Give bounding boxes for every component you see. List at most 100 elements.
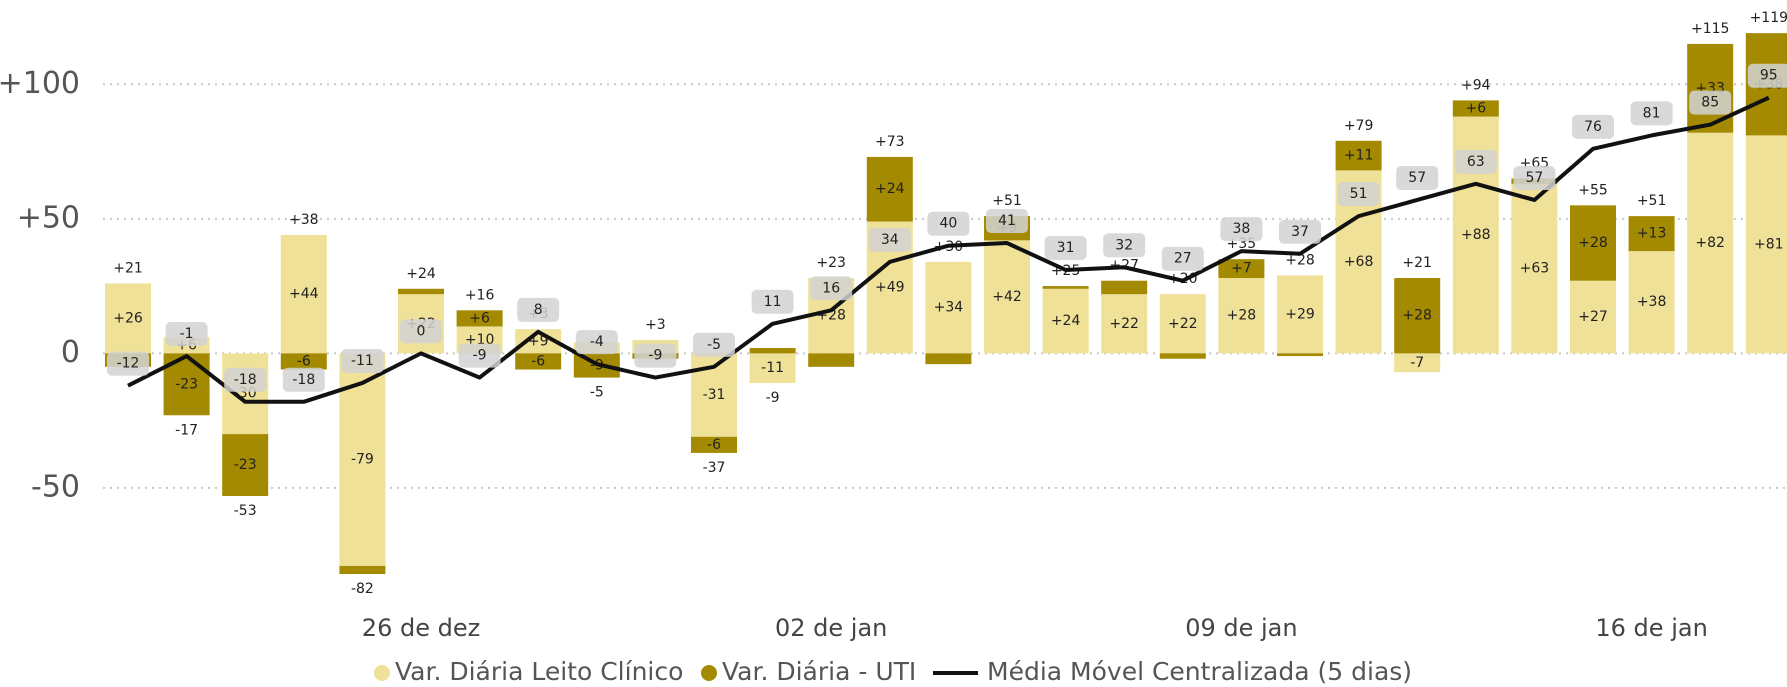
segment-label: -11 <box>761 360 784 376</box>
average-label-box <box>634 343 677 368</box>
segment-label: +11 <box>1344 148 1374 164</box>
average-label: 38 <box>1232 221 1250 237</box>
legend-label: Var. Diária Leito Clínico <box>395 657 683 686</box>
average-label-box <box>1279 219 1321 244</box>
total-label: +119 <box>1750 10 1787 26</box>
segment-label: +38 <box>1637 294 1667 310</box>
segment-label: +82 <box>1695 235 1725 251</box>
legend-dot <box>701 665 717 681</box>
average-label: -18 <box>292 372 315 388</box>
segment-label: -6 <box>531 353 545 369</box>
bar-segment <box>1511 183 1558 354</box>
average-label-box <box>107 351 149 376</box>
average-label-box <box>1454 149 1497 174</box>
average-label: 63 <box>1467 154 1485 170</box>
average-label-box <box>165 322 208 347</box>
bar-segment <box>515 353 562 370</box>
segment-label: +28 <box>1578 235 1608 251</box>
total-label: -5 <box>590 385 604 401</box>
total-label: +73 <box>875 134 905 150</box>
average-label: -18 <box>234 372 257 388</box>
average-label-box <box>341 348 384 373</box>
bar-segment <box>456 310 503 327</box>
bar-segment <box>1628 251 1675 354</box>
bar-segment <box>1218 259 1265 279</box>
bar-segment <box>1394 278 1441 354</box>
bar-segment <box>1042 288 1089 354</box>
segment-label: -6 <box>707 437 721 453</box>
total-label: +51 <box>1637 193 1667 209</box>
total-label: -53 <box>234 503 257 519</box>
bar-segment <box>1159 294 1206 354</box>
segment-label: -23 <box>234 457 257 473</box>
average-label: 41 <box>998 213 1016 229</box>
segment-label: +68 <box>1344 254 1374 270</box>
total-label: +79 <box>1344 118 1374 134</box>
segment-label: +81 <box>1754 236 1784 252</box>
y-tick-label: +50 <box>17 200 80 235</box>
bar-segment <box>1101 294 1148 354</box>
total-label: +51 <box>992 193 1022 209</box>
average-label: 37 <box>1291 224 1309 240</box>
segment-label: +44 <box>289 286 319 302</box>
bar-segment <box>1628 216 1675 252</box>
average-label-box <box>751 289 794 314</box>
y-tick-label: +100 <box>0 66 80 101</box>
y-tick-label: 0 <box>61 335 80 370</box>
average-label: 76 <box>1584 119 1602 135</box>
x-tick-label: 02 de jan <box>775 614 887 642</box>
segment-label: -6 <box>297 353 311 369</box>
segment-label: +29 <box>1285 306 1315 322</box>
bar-segment <box>398 288 444 295</box>
average-label-box <box>1747 63 1787 88</box>
segment-label: -31 <box>703 387 726 403</box>
average-label-box <box>693 332 735 357</box>
total-label: +38 <box>289 212 319 228</box>
average-label: 16 <box>822 280 840 296</box>
segment-label: -7 <box>1410 355 1424 371</box>
average-label: -1 <box>180 326 194 342</box>
average-label-box <box>1161 246 1204 271</box>
average-label-box <box>1220 217 1263 242</box>
average-label: -9 <box>648 348 662 364</box>
total-label: +94 <box>1461 77 1491 93</box>
bar-segment <box>339 565 386 575</box>
bar-segment <box>1745 135 1787 354</box>
bar-segment <box>984 240 1030 354</box>
average-label: 31 <box>1057 240 1075 256</box>
average-label-box <box>1572 114 1614 139</box>
moving-average-line <box>127 95 1770 404</box>
legend-label: Média Móvel Centralizada (5 dias) <box>987 657 1412 686</box>
segment-label: +6 <box>1465 100 1486 116</box>
segment-label: -79 <box>351 452 374 468</box>
average-label: -11 <box>351 353 374 369</box>
bar-segment <box>925 353 972 365</box>
segment-label: +88 <box>1461 227 1491 243</box>
segment-label: +22 <box>1109 316 1139 332</box>
average-label-box <box>927 211 970 236</box>
bar-segment <box>1218 278 1265 354</box>
x-tick-label: 09 de jan <box>1185 614 1297 642</box>
bar-segment <box>1687 132 1734 354</box>
legend-dot <box>374 665 390 681</box>
bar-segment <box>222 434 269 496</box>
segment-label: +34 <box>934 300 964 316</box>
average-label-box <box>1630 101 1673 126</box>
average-label-box <box>868 227 911 252</box>
total-label: +21 <box>1402 255 1432 271</box>
segment-label: +24 <box>1051 313 1081 329</box>
segment-label: +24 <box>875 181 905 197</box>
total-label: +28 <box>1285 252 1315 268</box>
total-label: -82 <box>351 581 374 597</box>
total-label: +24 <box>406 266 436 282</box>
total-label: -37 <box>703 460 726 476</box>
average-label-box <box>1337 182 1380 207</box>
average-label: 32 <box>1115 237 1133 253</box>
bar-segment <box>1042 286 1089 289</box>
average-label: -4 <box>590 334 604 350</box>
bar-segment <box>280 353 327 370</box>
average-label: -9 <box>473 348 487 364</box>
segment-label: +63 <box>1520 261 1550 277</box>
bar-segment <box>925 261 972 354</box>
